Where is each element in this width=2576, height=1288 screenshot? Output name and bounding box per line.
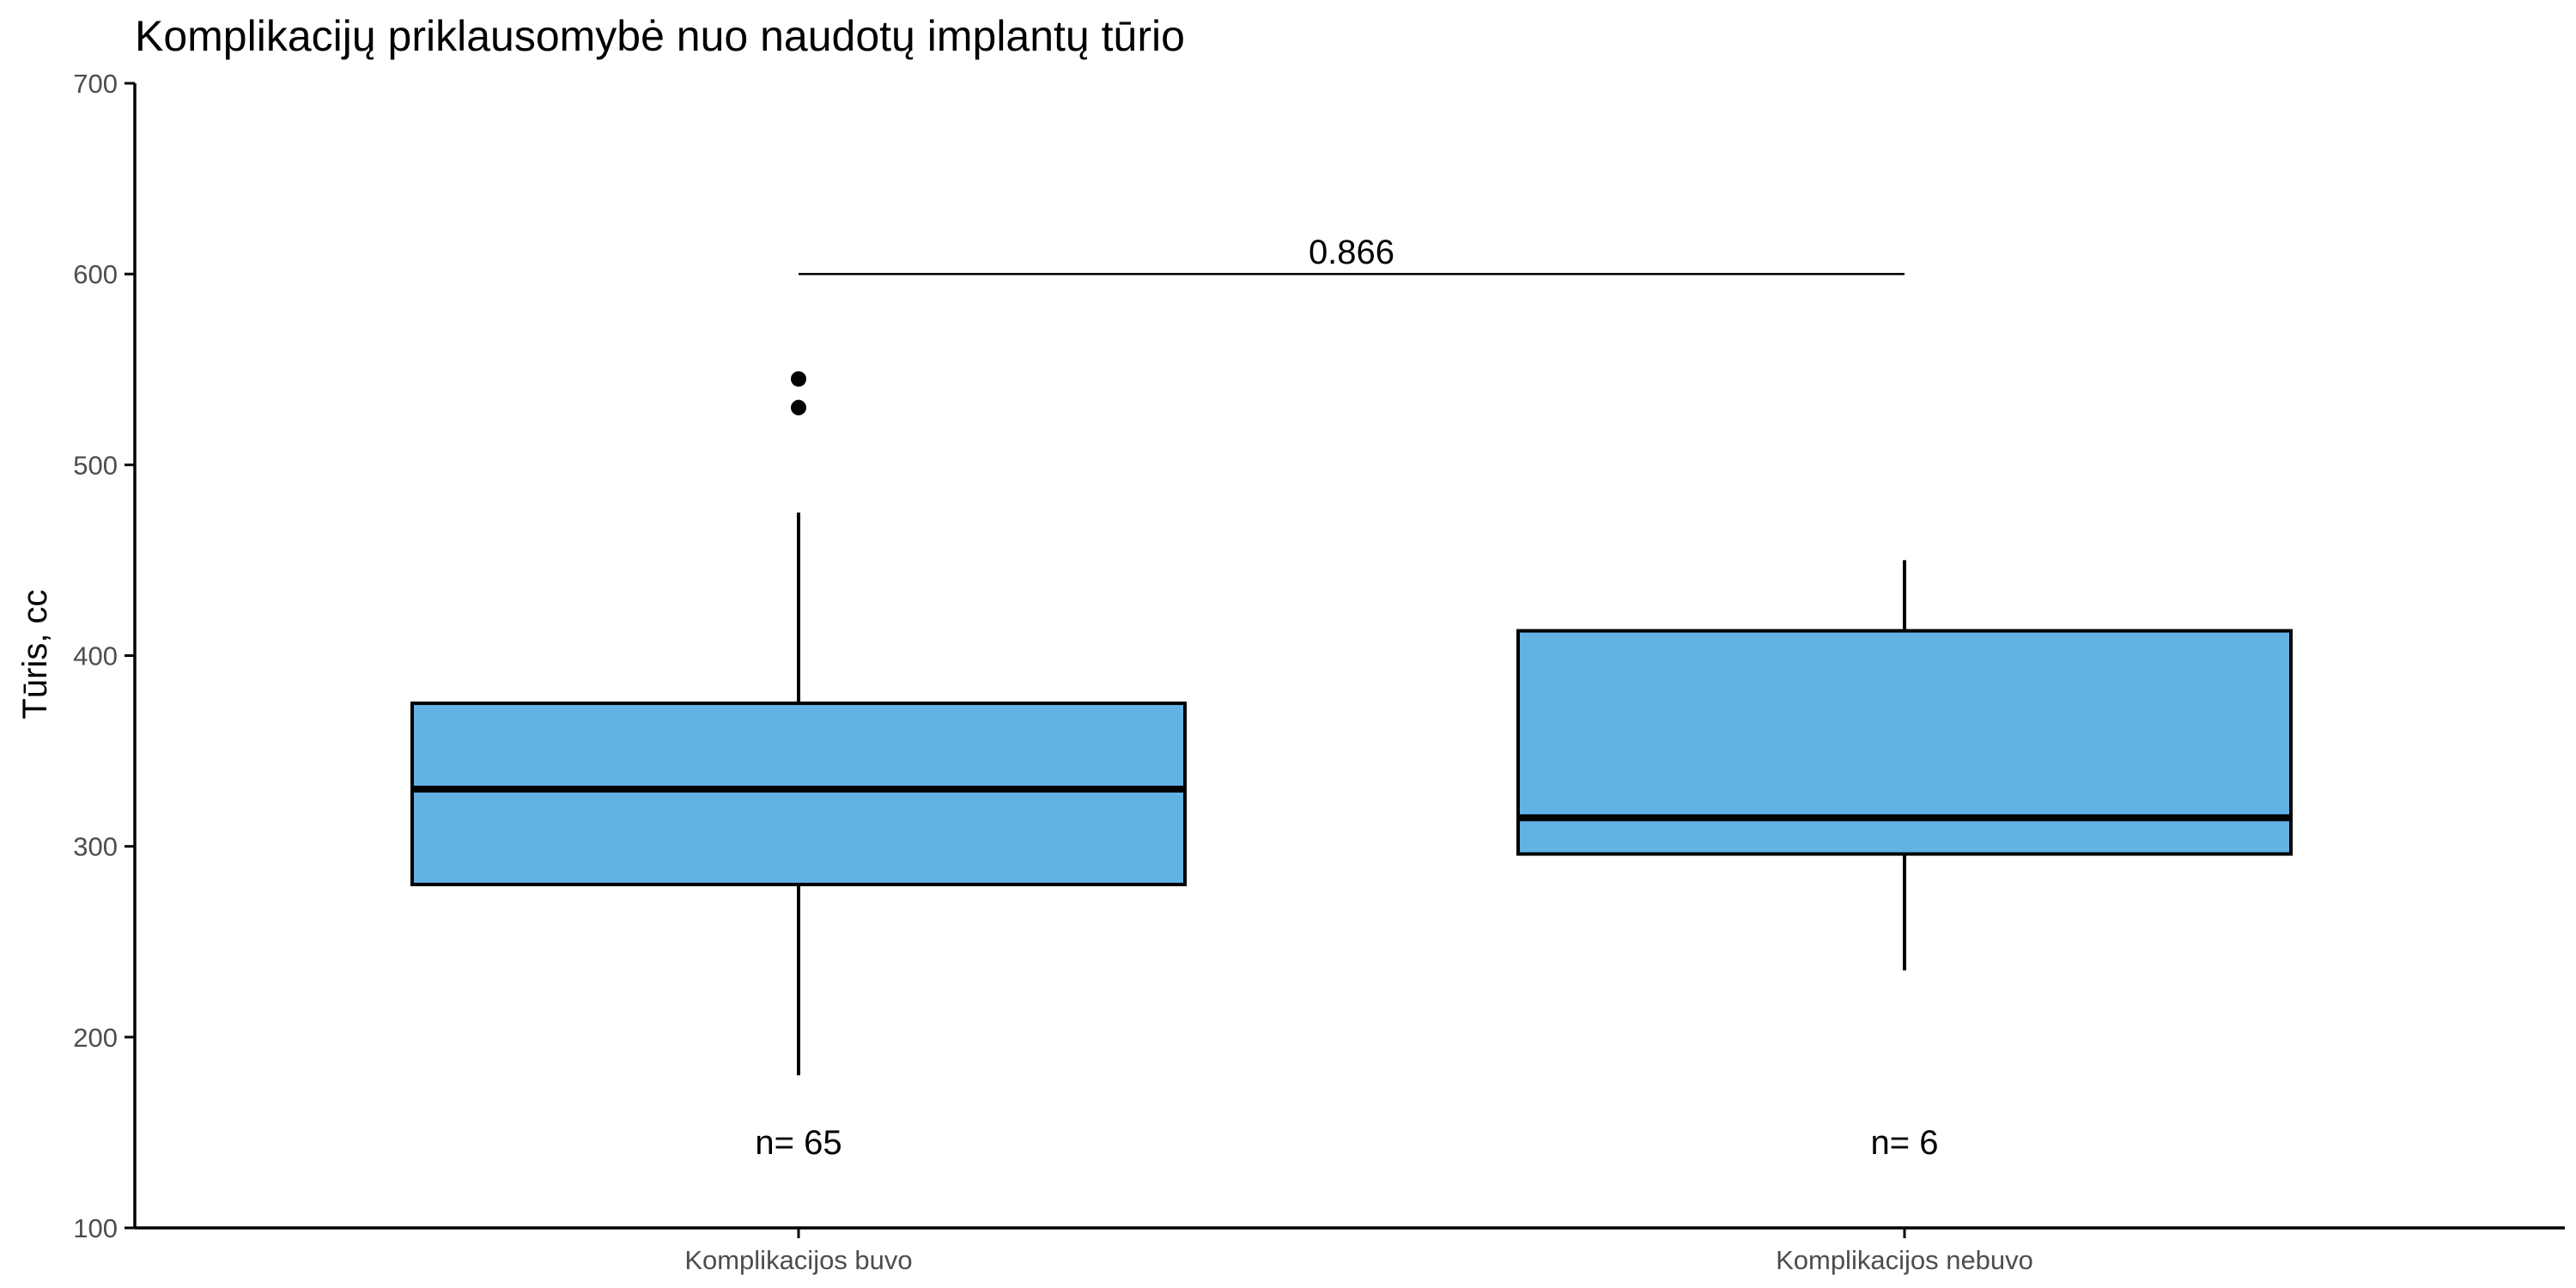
outlier-point (791, 399, 806, 416)
y-tick-label: 200 (73, 1023, 118, 1053)
sample-size-label: n= 65 (755, 1124, 841, 1162)
x-tick-label: Komplikacijos nebuvo (1776, 1245, 2033, 1275)
box-iqr (410, 702, 1187, 887)
box-group: n= 65 (410, 371, 1187, 1162)
y-tick-label: 300 (73, 832, 118, 862)
y-axis-label: Tūris, cc (16, 589, 54, 719)
y-tick-label: 500 (73, 450, 118, 480)
p-value-label: 0.866 (1309, 234, 1394, 271)
y-tick-label: 600 (73, 259, 118, 289)
y-axis-ticks: 100 200 300 400 500 600 700 (73, 69, 135, 1243)
boxplot-series: n= 65 n= 6 (410, 371, 2293, 1162)
x-tick-label: Komplikacijos buvo (684, 1245, 912, 1275)
box-group: n= 6 (1516, 560, 2293, 1162)
y-tick-label: 400 (73, 641, 118, 671)
chart-title: Komplikacijų priklausomybė nuo naudotų i… (135, 12, 1185, 60)
y-tick-label: 100 (73, 1213, 118, 1243)
outlier-point (791, 371, 806, 387)
significance-bracket: 0.866 (799, 234, 1905, 276)
sample-size-label: n= 6 (1871, 1124, 1939, 1162)
x-axis-ticks: Komplikacijos buvo Komplikacijos nebuvo (684, 1228, 2033, 1275)
y-tick-label: 700 (73, 69, 118, 99)
